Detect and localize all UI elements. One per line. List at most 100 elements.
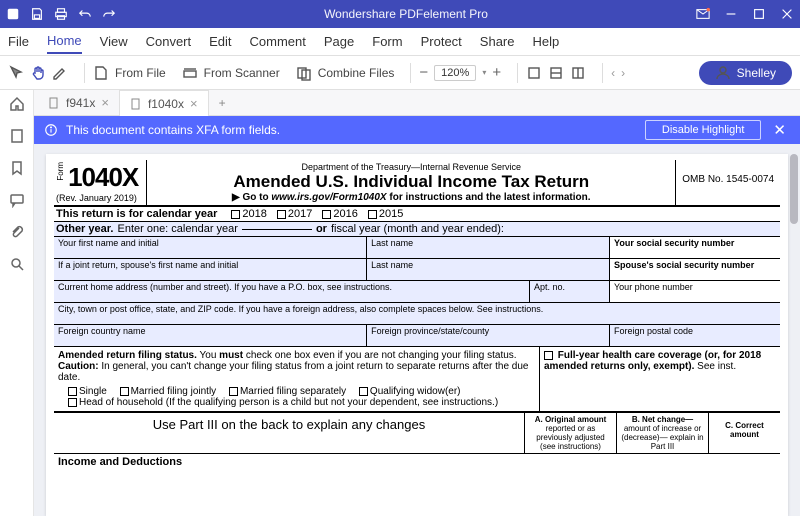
tab-f941x[interactable]: f941x× <box>38 90 119 115</box>
form-number: 1040X <box>68 162 138 193</box>
user-icon <box>715 65 731 81</box>
xfa-banner: This document contains XFA form fields. … <box>34 116 800 144</box>
thumbnails-icon[interactable] <box>9 128 25 144</box>
menu-home[interactable]: Home <box>47 29 82 54</box>
tab-f1040x[interactable]: f1040x× <box>119 90 209 117</box>
foreign-postal-field[interactable]: Foreign postal code <box>610 325 780 346</box>
maximize-icon[interactable] <box>752 7 766 21</box>
from-scanner-button[interactable]: From Scanner <box>182 65 288 81</box>
redo-icon[interactable] <box>102 7 116 21</box>
qw-checkbox[interactable] <box>359 387 368 396</box>
minimize-icon[interactable] <box>724 7 738 21</box>
menu-share[interactable]: Share <box>480 30 515 53</box>
part3-text: Use Part III on the back to explain any … <box>54 413 524 453</box>
spouse-last-name-field[interactable]: Last name <box>367 259 610 280</box>
col-b-header: B. Net change—amount of increase or (dec… <box>616 413 708 453</box>
zoom-value[interactable]: 120% <box>434 65 476 81</box>
xfa-close-button[interactable]: ✕ <box>769 121 790 139</box>
menu-convert[interactable]: Convert <box>146 30 192 53</box>
menu-edit[interactable]: Edit <box>209 30 231 53</box>
income-deductions-heading: Income and Deductions <box>54 453 780 470</box>
fit-page-icon[interactable] <box>548 65 564 81</box>
year-2017-checkbox[interactable] <box>277 210 286 219</box>
comment-icon[interactable] <box>9 192 25 208</box>
actual-size-icon[interactable] <box>570 65 586 81</box>
col-c-header: C. Correct amount <box>708 413 780 453</box>
amended-status-text: Amended return filing status. You must c… <box>54 347 540 411</box>
year-2016-checkbox[interactable] <box>322 210 331 219</box>
document-tabs: f941x×f1040x×+ <box>34 90 800 116</box>
spouse-first-name-field[interactable]: If a joint return, spouse's first name a… <box>54 259 367 280</box>
pdf-page: Form 1040X (Rev. January 2019) Departmen… <box>46 154 788 516</box>
fit-width-icon[interactable] <box>526 65 542 81</box>
home-icon[interactable] <box>9 96 25 112</box>
menu-form[interactable]: Form <box>372 30 402 53</box>
zoom-out-button[interactable]: − <box>419 64 428 81</box>
zoom-dropdown-icon[interactable]: ▾ <box>482 68 486 77</box>
app-title: Wondershare PDFelement Pro <box>116 7 696 21</box>
foreign-province-field[interactable]: Foreign province/state/county <box>367 325 610 346</box>
year-2018-checkbox[interactable] <box>231 210 240 219</box>
spouse-ssn-field[interactable]: Spouse's social security number <box>610 259 780 280</box>
user-button[interactable]: Shelley <box>699 61 792 85</box>
new-tab-button[interactable]: + <box>209 90 236 115</box>
pointer-icon[interactable] <box>8 65 24 81</box>
menu-help[interactable]: Help <box>533 30 560 53</box>
combine-icon <box>296 65 312 81</box>
hand-icon[interactable] <box>30 65 46 81</box>
address-field[interactable]: Current home address (number and street)… <box>54 281 530 302</box>
phone-field[interactable]: Your phone number <box>610 281 780 302</box>
tab-close-icon[interactable]: × <box>190 96 198 111</box>
from-file-button[interactable]: From File <box>93 65 174 81</box>
menu-protect[interactable]: Protect <box>421 30 462 53</box>
ssn-field[interactable]: Your social security number <box>610 237 780 258</box>
single-checkbox[interactable] <box>68 387 77 396</box>
close-icon[interactable] <box>780 7 794 21</box>
tab-close-icon[interactable]: × <box>101 95 109 110</box>
foreign-country-field[interactable]: Foreign country name <box>54 325 367 346</box>
mfs-checkbox[interactable] <box>229 387 238 396</box>
goto-line: ▶ Go to www.irs.gov/Form1040X for instru… <box>151 192 671 203</box>
print-icon[interactable] <box>54 7 68 21</box>
combine-files-button[interactable]: Combine Files <box>296 65 403 81</box>
toolbar: From File From Scanner Combine Files − 1… <box>0 56 800 90</box>
mail-icon[interactable] <box>696 7 710 21</box>
attachment-icon[interactable] <box>9 224 25 240</box>
year-2015-checkbox[interactable] <box>368 210 377 219</box>
menu-view[interactable]: View <box>100 30 128 53</box>
col-a-header: A. Original amountreported or as previou… <box>524 413 616 453</box>
edit-icon[interactable] <box>52 65 68 81</box>
menu-file[interactable]: File <box>8 30 29 53</box>
document-viewport: Form 1040X (Rev. January 2019) Departmen… <box>34 144 800 516</box>
app-logo-icon <box>6 7 20 21</box>
fullyear-checkbox[interactable] <box>544 351 553 360</box>
prev-icon[interactable]: ‹ <box>611 66 615 80</box>
city-field[interactable]: City, town or post office, state, and ZI… <box>54 303 780 324</box>
other-year-row: Other year. Enter one: calendar year or … <box>54 222 780 237</box>
file-icon <box>93 65 109 81</box>
bookmark-icon[interactable] <box>9 160 25 176</box>
dept-line: Department of the Treasury—Internal Reve… <box>151 162 671 172</box>
menu-comment[interactable]: Comment <box>250 30 306 53</box>
first-name-field[interactable]: Your first name and initial <box>54 237 367 258</box>
left-rail <box>0 90 34 516</box>
form-label: Form <box>56 162 65 181</box>
xfa-message: This document contains XFA form fields. <box>66 123 280 137</box>
hoh-checkbox[interactable] <box>68 398 77 407</box>
disable-highlight-button[interactable]: Disable Highlight <box>645 120 762 140</box>
menu-page[interactable]: Page <box>324 30 354 53</box>
save-icon[interactable] <box>30 7 44 21</box>
last-name-field[interactable]: Last name <box>367 237 610 258</box>
mfj-checkbox[interactable] <box>120 387 129 396</box>
fullyear-coverage: Full-year health care coverage (or, for … <box>540 347 780 411</box>
next-icon[interactable]: › <box>621 66 625 80</box>
search-rail-icon[interactable] <box>9 256 25 272</box>
title-bar: Wondershare PDFelement Pro <box>0 0 800 28</box>
apt-field[interactable]: Apt. no. <box>530 281 610 302</box>
zoom-in-button[interactable]: + <box>492 64 501 81</box>
omb-number: OMB No. 1545-0074 <box>675 160 780 205</box>
form-title: Amended U.S. Individual Income Tax Retur… <box>151 172 671 192</box>
scrollbar[interactable] <box>790 154 798 224</box>
undo-icon[interactable] <box>78 7 92 21</box>
info-icon <box>44 123 58 137</box>
